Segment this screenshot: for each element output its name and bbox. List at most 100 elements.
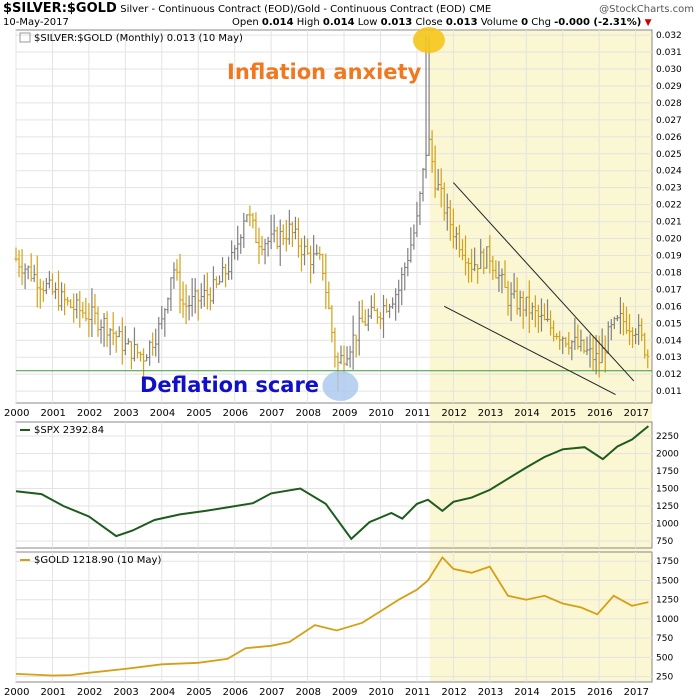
y-tick-label: 0.023: [656, 184, 682, 194]
price-bar: [494, 260, 498, 279]
price-bar: [44, 277, 48, 295]
price-bar: [260, 235, 264, 256]
open-label: Open: [232, 17, 259, 28]
panel-title-spx: $SPX 2392.84: [34, 425, 104, 436]
price-bar: [551, 320, 556, 342]
y-tick-label: 0.012: [656, 370, 682, 380]
price-bar: [181, 281, 185, 318]
price-bar: [394, 288, 398, 321]
low-value: 0.013: [380, 17, 413, 28]
price-bar: [245, 214, 249, 223]
price-bar: [123, 326, 127, 356]
price-bar: [154, 328, 158, 357]
date-label: 10-May-2017: [3, 17, 69, 28]
y-tick-label: 0.014: [656, 336, 682, 346]
brand-link[interactable]: @StockCharts.com: [599, 4, 694, 15]
price-bar: [424, 36, 428, 179]
x-tick-label: 2000: [4, 687, 29, 698]
price-bar: [351, 315, 355, 370]
x-tick-label: 2014: [514, 687, 539, 698]
price-bar: [618, 297, 623, 335]
x-tick-label: 2016: [587, 408, 612, 419]
y-tick-label: 1500: [656, 576, 679, 586]
price-bar: [570, 340, 574, 361]
down-triangle-icon: ▼: [644, 18, 652, 28]
price-bar: [463, 235, 468, 276]
price-bar: [309, 245, 313, 284]
symbol-description: Silver - Continuous Contract (EOD)/Gold …: [120, 4, 466, 15]
price-bar: [582, 339, 586, 354]
price-bar: [594, 335, 598, 375]
price-bar: [117, 326, 121, 338]
price-bar: [312, 235, 316, 274]
price-bar: [23, 263, 27, 290]
x-tick-label: 2008: [296, 408, 321, 419]
y-tick-label: 0.021: [656, 218, 682, 228]
price-bar: [412, 224, 416, 250]
price-bar: [102, 313, 106, 347]
price-bar: [53, 282, 58, 299]
price-bar: [372, 293, 376, 312]
lower-trendline: [444, 305, 616, 395]
y-tick-label: 0.024: [656, 167, 682, 177]
price-bar: [302, 235, 307, 266]
price-bar: [299, 238, 304, 272]
price-bar: [400, 267, 404, 306]
price-bar: [588, 334, 592, 368]
price-bar: [108, 328, 112, 356]
x-tick-label: 2003: [113, 408, 138, 419]
price-bar: [148, 340, 152, 366]
price-bar: [327, 281, 331, 310]
price-bar: [17, 250, 21, 278]
price-bar: [460, 239, 465, 261]
price-bar: [193, 278, 197, 314]
price-bar: [427, 36, 431, 156]
deflation-annotation: Deflation scare: [140, 373, 319, 397]
price-bar: [527, 280, 531, 333]
price-bar: [199, 283, 203, 309]
price-bar: [251, 212, 255, 229]
price-bar: [132, 327, 137, 362]
y-tick-label: 0.028: [656, 99, 682, 109]
low-label: Low: [357, 17, 378, 28]
x-tick-label: 2008: [296, 687, 321, 698]
price-bar: [254, 212, 258, 244]
price-bar: [236, 225, 240, 261]
price-bar: [281, 224, 285, 246]
price-bar: [315, 244, 319, 256]
price-bar: [530, 302, 534, 320]
price-bar: [524, 296, 528, 317]
price-bar: [120, 317, 124, 365]
y-tick-label: 2000: [656, 450, 679, 460]
gold-series-line: [15, 555, 649, 677]
price-bar: [187, 295, 191, 321]
price-bar: [157, 316, 161, 363]
price-bar: [138, 351, 143, 362]
y-tick-label: 750: [656, 537, 673, 547]
inflation-annotation: Inflation anxiety: [227, 60, 422, 84]
price-bar: [564, 337, 568, 348]
price-bar: [72, 293, 76, 323]
price-bar: [160, 305, 164, 330]
price-bar: [612, 316, 616, 329]
price-bar: [290, 221, 294, 247]
price-bar: [184, 284, 188, 325]
price-bar: [26, 265, 30, 280]
price-bar: [269, 214, 273, 250]
y-tick-label: 0.030: [656, 65, 682, 75]
price-bar: [135, 343, 140, 359]
price-bar: [521, 291, 525, 329]
price-bar: [627, 314, 632, 345]
price-bar: [469, 248, 474, 283]
price-bar: [14, 247, 18, 262]
x-tick-label: 2002: [77, 408, 102, 419]
price-bar: [375, 308, 380, 324]
y-tick-label: 0.026: [656, 133, 682, 143]
y-tick-label: 1000: [656, 615, 679, 625]
chg-label: Chg: [531, 17, 551, 28]
deflation-bottom-marker: [322, 371, 359, 402]
price-bar: [333, 327, 337, 368]
price-bar: [163, 308, 167, 337]
price-bar: [646, 349, 650, 369]
price-bar: [172, 262, 176, 289]
